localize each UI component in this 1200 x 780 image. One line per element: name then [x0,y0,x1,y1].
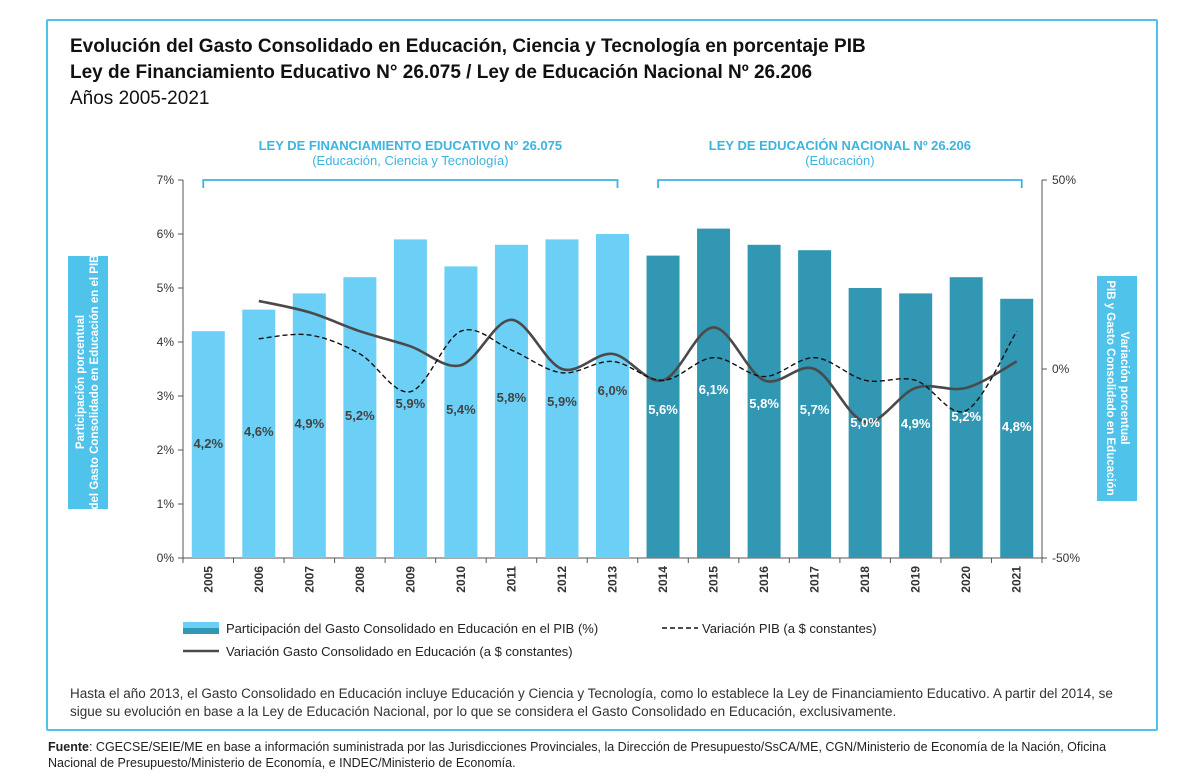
bar-2021 [1000,298,1034,558]
bracket-label-1: LEY DE FINANCIAMIENTO EDUCATIVO N° 26.07… [259,138,563,153]
x-tick-label-2015: 2015 [707,566,721,593]
bar-label-2012: 5,9% [547,394,577,409]
y-tick-label-left: 6% [157,227,175,241]
bar-label-2009: 5,9% [396,396,426,411]
x-tick-label-2017: 2017 [808,566,822,593]
bar-label-2007: 4,9% [295,416,325,431]
x-tick-label-2011: 2011 [504,566,518,592]
y-tick-label-left: 7% [157,173,175,187]
legend-label-bar: Participación del Gasto Consolidado en E… [226,621,598,636]
chart-years: Años 2005-2021 [70,88,210,109]
source-text: : CGECSE/SEIE/ME en base a información s… [48,740,1107,770]
bar-2013 [596,234,629,558]
y-axis-label-right: Variación porcentualPIB y Gasto Consolid… [1104,280,1130,495]
y-tick-label-left: 4% [157,335,175,349]
bar-2012 [545,239,579,558]
bar-2017 [798,250,832,558]
y-tick-label-right: 0% [1052,362,1070,376]
x-tick-label-2013: 2013 [606,566,620,593]
chart-svg: 0% 1% 2% 3% 4% 5% 6% 7% -50% 0% 50% 2005 2006 2007 200… [68,138,1137,659]
bar-label-2014: 5,6% [648,402,678,417]
bar-label-2008: 5,2% [345,408,375,423]
bar-2016 [747,244,781,559]
x-tick-label-2010: 2010 [454,566,468,593]
bar-label-2011: 5,8% [497,390,527,405]
x-tick-label-2007: 2007 [302,566,316,593]
x-tick-label-2019: 2019 [909,566,923,593]
legend-label-gasto: Variación Gasto Consolidado en Educación… [226,644,573,659]
bar-label-2010: 5,4% [446,402,476,417]
x-tick-label-2009: 2009 [403,566,417,593]
bracket-2 [657,179,1023,188]
y-tick-label-left: 3% [157,389,175,403]
x-tick-label-2012: 2012 [555,566,569,593]
bar-label-2020: 5,2% [951,409,981,424]
chart-title: Evolución del Gasto Consolidado en Educa… [70,36,866,57]
y-tick-label-left: 5% [157,281,175,295]
bar-label-2013: 6,0% [598,383,628,398]
bar-label-2017: 5,7% [800,402,830,417]
x-tick-label-2005: 2005 [201,566,215,593]
bar-label-2021: 4,8% [1002,419,1032,434]
chart-frame [46,19,1158,731]
line-pib [258,329,1018,413]
bracket-label-2: LEY DE EDUCACIÓN NACIONAL Nº 26.206 [709,138,971,153]
bar-2005 [191,331,225,558]
bar-2011 [494,244,528,559]
bar-2014 [646,255,680,558]
footnote: Hasta el año 2013, el Gasto Consolidado … [70,686,1113,719]
bracket-1 [202,179,619,188]
x-tick-label-2006: 2006 [252,566,266,593]
bar-2010 [444,266,478,558]
bar-2008 [343,277,377,558]
bar-label-2015: 6,1% [699,382,729,397]
y-label-right-box [1097,276,1137,501]
bar-label-2016: 5,8% [749,396,779,411]
y-label-left-box [68,256,108,509]
y-tick-label-left: 2% [157,443,175,457]
bar-label-2018: 5,0% [850,415,880,430]
bar-2020 [949,277,983,558]
bar-2009 [393,239,427,558]
bar-2007 [292,293,326,558]
bracket-sublabel-1: (Educación, Ciencia y Tecnología) [312,153,508,168]
x-tick-label-2008: 2008 [353,566,367,593]
bar-label-2019: 4,9% [901,416,931,431]
y-tick-label-left: 1% [157,497,175,511]
x-tick-label-2016: 2016 [757,566,771,593]
source-label: Fuente [48,740,89,754]
x-tick-label-2020: 2020 [959,566,973,593]
bar-2015 [697,228,731,558]
chart-subtitle: Ley de Financiamiento Educativo N° 26.07… [70,62,813,83]
source-note: Fuente: CGECSE/SEIE/ME en base a informa… [48,739,1158,771]
legend-label-pib: Variación PIB (a $ constantes) [702,621,877,636]
bar-label-2006: 4,6% [244,424,274,439]
bar-2006 [242,309,276,558]
x-tick-label-2021: 2021 [1010,566,1024,593]
y-tick-label-right: 50% [1052,173,1076,187]
x-tick-label-2014: 2014 [656,566,670,593]
legend-swatch-bar-dark [183,628,219,634]
bracket-sublabel-2: (Educación) [805,153,874,168]
y-tick-label-right: -50% [1052,551,1080,565]
x-tick-label-2018: 2018 [858,566,872,593]
bar-2019 [899,293,933,558]
y-tick-label-left: 0% [157,551,175,565]
legend-swatch-bar-light [183,622,219,628]
y-axis-label-left: Participación porcentual del Gasto Consol… [75,255,101,510]
bar-label-2005: 4,2% [193,436,223,451]
